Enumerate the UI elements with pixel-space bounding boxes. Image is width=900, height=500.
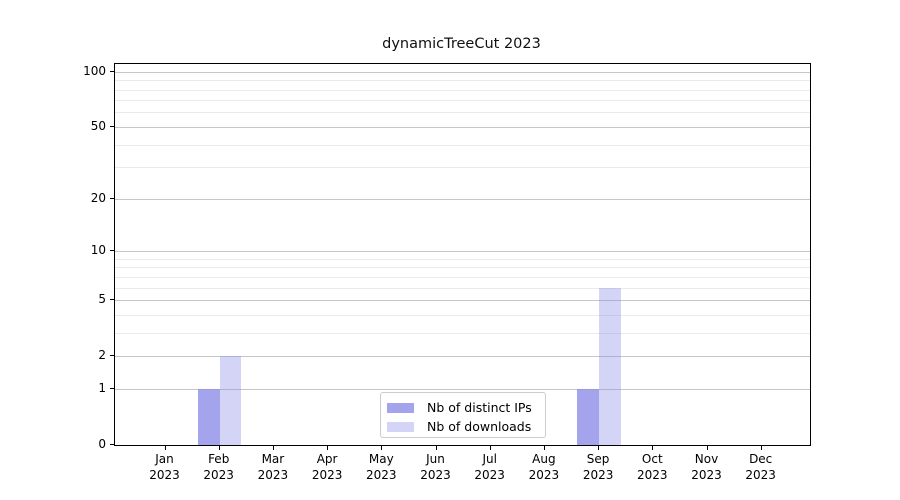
x-tick-label-jul: Jul 2023 [474, 452, 505, 482]
minor-gridline-80 [115, 89, 810, 91]
y-tick-mark-1 [110, 387, 115, 389]
x-tick-label-sep: Sep 2023 [582, 452, 614, 482]
x-tick-label-jan: Jan 2023 [149, 452, 180, 482]
x-tick-mark-feb [218, 446, 220, 450]
major-gridline-1 [115, 388, 810, 390]
y-tick-mark-100 [110, 70, 115, 72]
y-tick-label-0: 0 [98, 437, 106, 451]
y-tick-label-1: 1 [98, 380, 106, 395]
y-tick-label-100: 100 [83, 63, 106, 78]
x-tick-label-apr: Apr 2023 [311, 452, 343, 482]
x-tick-label-aug: Aug 2023 [528, 452, 560, 482]
minor-gridline-90 [115, 80, 810, 82]
x-tick-label-mar: Mar 2023 [257, 452, 289, 482]
y-tick-mark-5 [110, 299, 115, 300]
legend-label-distinct-ips: Nb of distinct IPs [427, 400, 532, 415]
y-tick-mark-10 [110, 250, 115, 251]
minor-gridline-40 [115, 144, 810, 146]
x-tick-mark-jun [435, 446, 437, 450]
major-gridline-10 [115, 251, 810, 252]
y-tick-label-50: 50 [90, 118, 106, 133]
major-gridline-2 [115, 356, 810, 358]
y-tick-label-5: 5 [98, 292, 106, 306]
major-gridline-20 [115, 198, 810, 200]
plot-area: Nb of distinct IPs Nb of downloads [114, 63, 811, 446]
minor-gridline-7 [115, 276, 810, 278]
x-tick-mark-nov [706, 446, 708, 450]
x-tick-mark-oct [652, 446, 654, 450]
x-tick-label-may: May 2023 [366, 452, 397, 482]
major-gridline-100 [115, 71, 810, 73]
x-tick-label-feb: Feb 2023 [203, 452, 234, 482]
legend-swatch-downloads [387, 421, 414, 432]
minor-gridline-70 [115, 100, 810, 102]
bar-nb-of-downloads-feb [219, 356, 242, 445]
y-tick-mark-0 [110, 444, 115, 445]
x-tick-label-nov: Nov 2023 [691, 452, 722, 482]
x-tick-label-jun: Jun 2023 [420, 452, 451, 482]
x-tick-mark-jan [164, 446, 166, 450]
legend-swatch-distinct-ips [387, 402, 414, 413]
minor-gridline-30 [115, 167, 810, 169]
y-tick-mark-2 [110, 355, 115, 357]
legend-label-downloads: Nb of downloads [427, 419, 532, 434]
legend-row-downloads: Nb of downloads [387, 417, 545, 436]
x-tick-label-dec: Dec 2023 [745, 452, 776, 482]
minor-gridline-4 [115, 314, 810, 316]
minor-gridline-60 [115, 112, 810, 114]
x-tick-label-oct: Oct 2023 [637, 452, 668, 482]
y-tick-label-10: 10 [90, 243, 106, 257]
x-tick-mark-apr [327, 446, 329, 450]
x-tick-mark-jul [489, 446, 491, 450]
minor-gridline-3 [115, 332, 810, 334]
y-tick-label-2: 2 [98, 348, 106, 363]
bar-nb-of-downloads-sep [599, 287, 621, 445]
y-tick-mark-50 [110, 125, 115, 127]
major-gridline-5 [115, 300, 810, 301]
bar-nb-of-distinct-ips-feb [198, 388, 220, 445]
y-tick-label-20: 20 [90, 190, 106, 205]
x-tick-mark-dec [760, 446, 762, 450]
minor-gridline-6 [115, 287, 810, 289]
x-tick-mark-mar [272, 446, 274, 450]
minor-gridline-8 [115, 267, 810, 269]
x-tick-mark-sep [598, 446, 600, 450]
x-tick-mark-may [381, 446, 383, 450]
major-gridline-50 [115, 126, 810, 128]
legend-row-distinct-ips: Nb of distinct IPs [387, 398, 545, 417]
x-tick-mark-aug [543, 446, 545, 450]
y-tick-mark-20 [110, 197, 115, 199]
minor-gridline-9 [115, 258, 810, 260]
chart-title: dynamicTreeCut 2023 [382, 36, 541, 52]
legend: Nb of distinct IPs Nb of downloads [380, 392, 546, 438]
bar-nb-of-distinct-ips-sep [577, 388, 600, 445]
